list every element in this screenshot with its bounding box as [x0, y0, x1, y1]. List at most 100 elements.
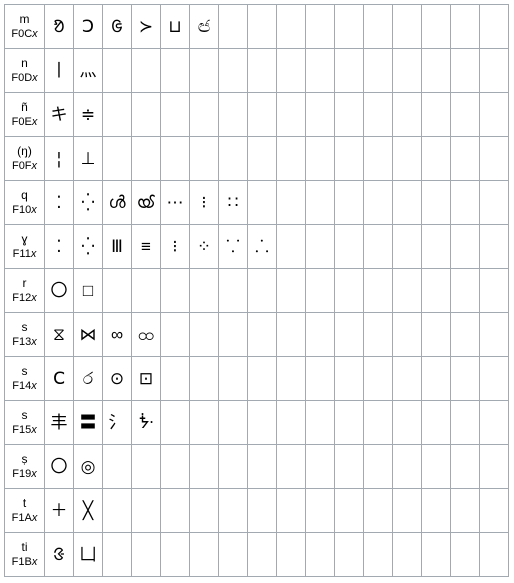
glyph-cell: [248, 137, 277, 181]
glyph-cell: [306, 357, 335, 401]
glyph-cell: [277, 445, 306, 489]
glyph-cell: [480, 489, 509, 533]
glyph-cell: [393, 269, 422, 313]
glyph-cell: [422, 137, 451, 181]
glyph-cell: [190, 445, 219, 489]
glyph-cell: [364, 181, 393, 225]
row-header-code: F14x: [5, 380, 44, 392]
glyph-cell: [393, 225, 422, 269]
glyph-cell: ⊙: [103, 357, 132, 401]
glyph-cell: [480, 225, 509, 269]
glyph-cell: ⋯: [161, 181, 190, 225]
glyph-cell: ≡: [132, 225, 161, 269]
row-header-code: F19x: [5, 468, 44, 480]
glyph-cell: [422, 357, 451, 401]
glyph-cell: [393, 49, 422, 93]
glyph-cell: [190, 489, 219, 533]
glyph-cell: ⋈: [74, 313, 103, 357]
glyph-cell: ⁛: [74, 225, 103, 269]
glyph-cell: [393, 137, 422, 181]
row-header-label: ñ: [5, 101, 44, 114]
glyph-cell: [190, 357, 219, 401]
glyph-cell: □: [74, 269, 103, 313]
glyph-cell: [480, 401, 509, 445]
glyph-cell: [480, 313, 509, 357]
glyph-cell: [132, 49, 161, 93]
glyph-cell: [248, 489, 277, 533]
row-header-code: F12x: [5, 292, 44, 304]
glyph-cell: [393, 181, 422, 225]
glyph-cell: [422, 313, 451, 357]
glyph-cell: [306, 269, 335, 313]
chart-row: qF10x⁚⁛ൾൕ⋯⁝∷: [5, 181, 509, 225]
glyph-cell: ⁝: [161, 225, 190, 269]
glyph-cell: [393, 93, 422, 137]
glyph-cell: [248, 49, 277, 93]
glyph-cell: [161, 401, 190, 445]
glyph-cell: [480, 137, 509, 181]
row-header-label: s: [5, 321, 44, 334]
glyph-cell: [190, 313, 219, 357]
row-header: ñF0Ex: [5, 93, 45, 137]
glyph-cell: [277, 181, 306, 225]
glyph-cell: ⺡: [103, 401, 132, 445]
row-header: (ŋ)F0Fx: [5, 137, 45, 181]
glyph-cell: 凵: [74, 533, 103, 577]
glyph-cell: [132, 445, 161, 489]
row-header-label: r: [5, 277, 44, 290]
row-header: mF0Cx: [5, 5, 45, 49]
row-header-label: s: [5, 409, 44, 422]
glyph-cell: [219, 137, 248, 181]
glyph-cell: Ⅲ: [103, 225, 132, 269]
glyph-cell: [132, 93, 161, 137]
glyph-cell: [451, 137, 480, 181]
row-header: r F12x: [5, 269, 45, 313]
glyph-cell: ⸪: [219, 225, 248, 269]
chart-row: ɣF11x⁚⁛Ⅲ≡⁝⁘⸪⸫: [5, 225, 509, 269]
glyph-cell: ⧖: [45, 313, 74, 357]
glyph-cell: [306, 93, 335, 137]
glyph-cell: [364, 401, 393, 445]
glyph-cell: [306, 445, 335, 489]
glyph-cell: [364, 49, 393, 93]
glyph-cell: 灬: [74, 49, 103, 93]
glyph-cell: [103, 137, 132, 181]
glyph-cell: [161, 49, 190, 93]
glyph-cell: [219, 5, 248, 49]
glyph-cell: ⁛: [74, 181, 103, 225]
glyph-cell: [190, 93, 219, 137]
glyph-cell: [480, 5, 509, 49]
chart-row: ñF0Exキ≑: [5, 93, 509, 137]
chart-row: ṣF19x〇◎: [5, 445, 509, 489]
glyph-cell: [451, 93, 480, 137]
chart-row: (ŋ)F0Fx¦⊥: [5, 137, 509, 181]
glyph-cell: [219, 401, 248, 445]
glyph-cell: ≑: [74, 93, 103, 137]
row-header-code: F0Dx: [5, 72, 44, 84]
chart-row: nF0Dx丨灬: [5, 49, 509, 93]
glyph-cell: [132, 269, 161, 313]
glyph-cell: [277, 489, 306, 533]
glyph-cell: [248, 401, 277, 445]
glyph-cell: [103, 445, 132, 489]
glyph-cell: [306, 533, 335, 577]
glyph-cell: [451, 401, 480, 445]
row-header: tiF1Bx: [5, 533, 45, 577]
row-header: sF14x: [5, 357, 45, 401]
row-header-code: F15x: [5, 424, 44, 436]
glyph-cell: [190, 137, 219, 181]
row-header-code: F10x: [5, 204, 44, 216]
glyph-chart: mF0CxᱚↃᱜ≻⊔ඦnF0Dx丨灬ñF0Exキ≑(ŋ)F0Fx¦⊥qF10x⁚…: [4, 4, 509, 577]
row-header-code: F1Ax: [5, 512, 44, 524]
glyph-cell: [161, 313, 190, 357]
glyph-cell: [422, 269, 451, 313]
glyph-cell: 〓: [74, 401, 103, 445]
row-header-label: t: [5, 497, 44, 510]
glyph-cell: ර: [74, 357, 103, 401]
glyph-cell: [306, 5, 335, 49]
glyph-cell: [335, 137, 364, 181]
glyph-cell: [219, 489, 248, 533]
glyph-cell: [277, 401, 306, 445]
glyph-cell: [451, 49, 480, 93]
glyph-cell: [248, 445, 277, 489]
